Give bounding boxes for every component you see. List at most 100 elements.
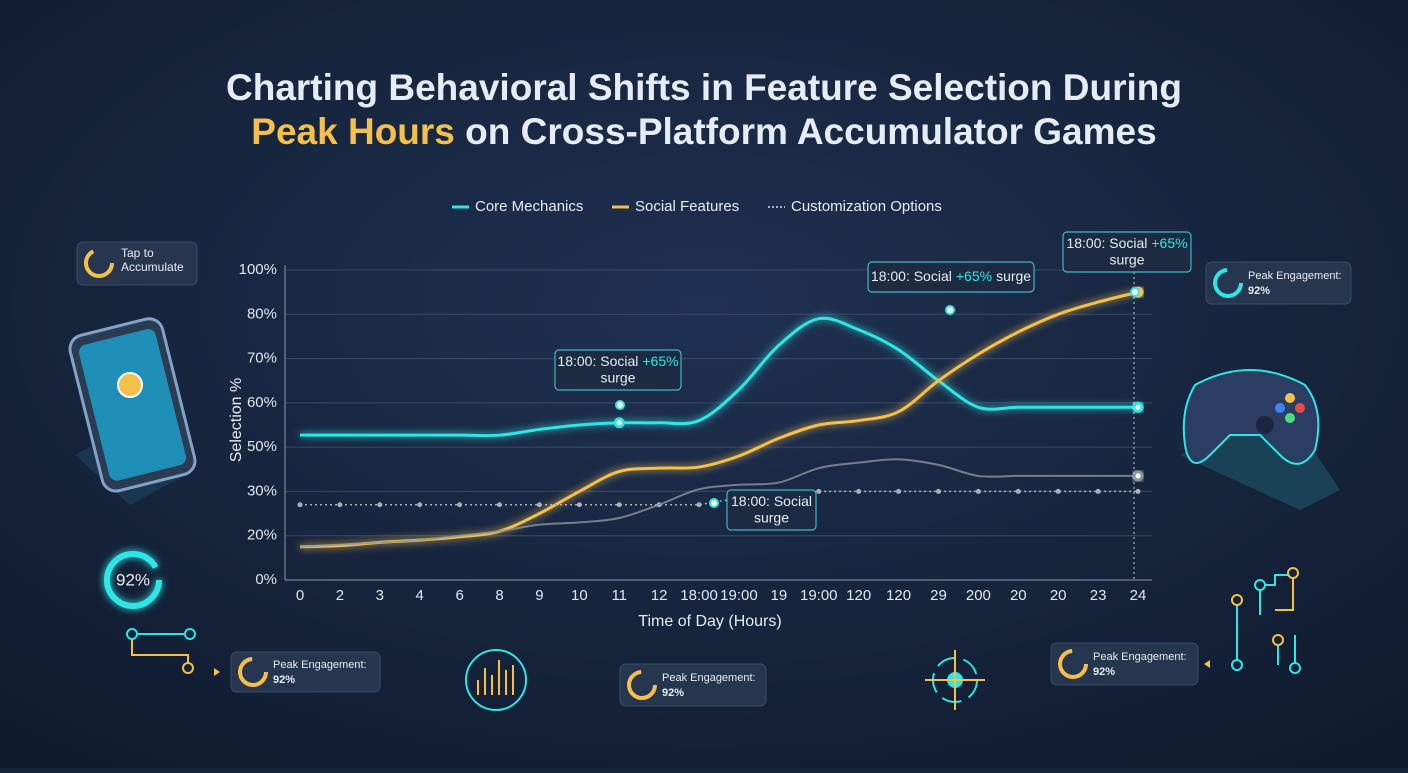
widget-label: Peak Engagement:	[1093, 651, 1187, 663]
x-tick-label: 10	[571, 587, 588, 604]
title-line-2: Peak Hours on Cross-Platform Accumulator…	[251, 111, 1156, 152]
series-point	[1135, 488, 1141, 494]
series-point	[1095, 488, 1101, 494]
x-tick-label: 12	[651, 587, 668, 604]
peak-widget: Peak Engagement: 92%	[230, 651, 381, 693]
x-tick-label: 9	[535, 587, 543, 604]
widget-value: 92%	[1248, 285, 1270, 297]
annotation-text: 18:00: Social +65% surge	[871, 268, 1031, 284]
annotation-text: surge	[1109, 252, 1144, 268]
y-tick-label: 30%	[247, 482, 277, 499]
widget-box	[1205, 261, 1352, 305]
x-tick-label: 11	[611, 587, 627, 604]
widget-label: Peak Engagement:	[1248, 270, 1342, 282]
annotation-text: surge	[754, 510, 789, 526]
series-point	[1132, 401, 1144, 413]
widget-ring	[238, 657, 268, 687]
x-tick-label: 23	[1090, 587, 1107, 604]
series-point	[576, 502, 582, 508]
widget-box	[1050, 642, 1199, 686]
title-highlight: Peak Hours	[251, 111, 455, 152]
series-point	[975, 488, 981, 494]
peak-widget: Peak Engagement: 92%	[619, 663, 767, 707]
x-tick-label: 18:00	[680, 587, 718, 604]
series-point	[377, 502, 383, 508]
x-tick-label: 2	[336, 587, 344, 604]
series-point	[457, 502, 463, 508]
series-point	[613, 417, 625, 429]
annotation: 18:00: Social+65%surge	[867, 261, 1035, 315]
series-point	[497, 502, 503, 508]
widget-ring	[627, 670, 657, 700]
series-point	[896, 488, 902, 494]
legend-label: Social Features	[635, 198, 739, 215]
series-line	[300, 316, 1138, 438]
widget-ring	[84, 248, 114, 278]
y-tick-label: 20%	[247, 527, 277, 544]
widget-text: Tap to	[121, 246, 154, 260]
series-line	[299, 458, 1138, 548]
annotation-highlight: +65%	[1151, 235, 1187, 251]
annotation-part: 18:00: Social	[1066, 235, 1147, 251]
widget-box	[230, 651, 381, 693]
widget-value: 92%	[273, 674, 295, 686]
annotation-text: surge	[600, 370, 635, 386]
annotation-part: 18:00: Social	[557, 353, 638, 369]
x-tick-label: 29	[930, 587, 947, 604]
series-point	[337, 502, 343, 508]
y-tick-label: 70%	[247, 350, 277, 367]
annotation-text: 18:00: Social	[731, 493, 812, 509]
series-point	[536, 502, 542, 508]
series-point	[616, 502, 622, 508]
x-tick-label: 0	[296, 587, 304, 604]
y-tick-label: 50%	[247, 438, 277, 455]
series-point	[856, 488, 862, 494]
legend-item: Social Features	[612, 198, 739, 215]
widget-box	[619, 663, 767, 707]
annotation-highlight: +65%	[642, 353, 678, 369]
series-point	[297, 502, 303, 508]
widget-value: 92%	[662, 687, 684, 699]
annotation-pointer	[945, 305, 955, 315]
annotation: 18:00: Social+65% surge	[1062, 231, 1192, 297]
series-point	[417, 502, 423, 508]
y-tick-label: 100%	[239, 261, 277, 278]
widget-ring	[1213, 268, 1243, 298]
annotation-pointer	[1130, 287, 1140, 297]
widget-text: Accumulate	[121, 260, 184, 274]
legend-item: Customization Options	[768, 198, 942, 215]
series-point	[816, 488, 822, 494]
x-tick-label: 6	[455, 587, 463, 604]
peak-widget: Peak Engagement: 92%	[1205, 261, 1352, 305]
x-tick-label: 20	[1050, 587, 1067, 604]
gamepad-illustration	[1180, 369, 1340, 510]
x-tick-label: 120	[846, 587, 871, 604]
annotation-box	[726, 489, 817, 531]
annotation: 18:00: Social+65%surge	[554, 349, 682, 410]
widget-ring	[1058, 649, 1088, 679]
annotation-pointer	[615, 400, 625, 410]
y-tick-label: 80%	[247, 305, 277, 322]
annotation-part: surge	[996, 268, 1031, 284]
phone-illustration	[68, 317, 197, 505]
x-tick-label: 20	[1010, 587, 1027, 604]
ring-widget: 92%	[104, 551, 162, 609]
series-point	[1132, 470, 1144, 482]
x-tick-label: 19:00	[800, 587, 838, 604]
x-tick-label: 3	[376, 587, 384, 604]
title-line-1: Charting Behavioral Shifts in Feature Se…	[226, 67, 1182, 108]
annotation-part: 18:00: Social	[871, 268, 952, 284]
annotation-box	[867, 261, 1035, 293]
annotation-box	[1062, 231, 1192, 273]
annotation-text: 18:00: Social +65%	[557, 353, 678, 369]
x-tick-label: 4	[416, 587, 424, 604]
legend-label: Core Mechanics	[475, 198, 583, 215]
series-point	[696, 502, 702, 508]
x-tick-label: 19	[771, 587, 788, 604]
y-tick-label: 0%	[255, 571, 277, 588]
